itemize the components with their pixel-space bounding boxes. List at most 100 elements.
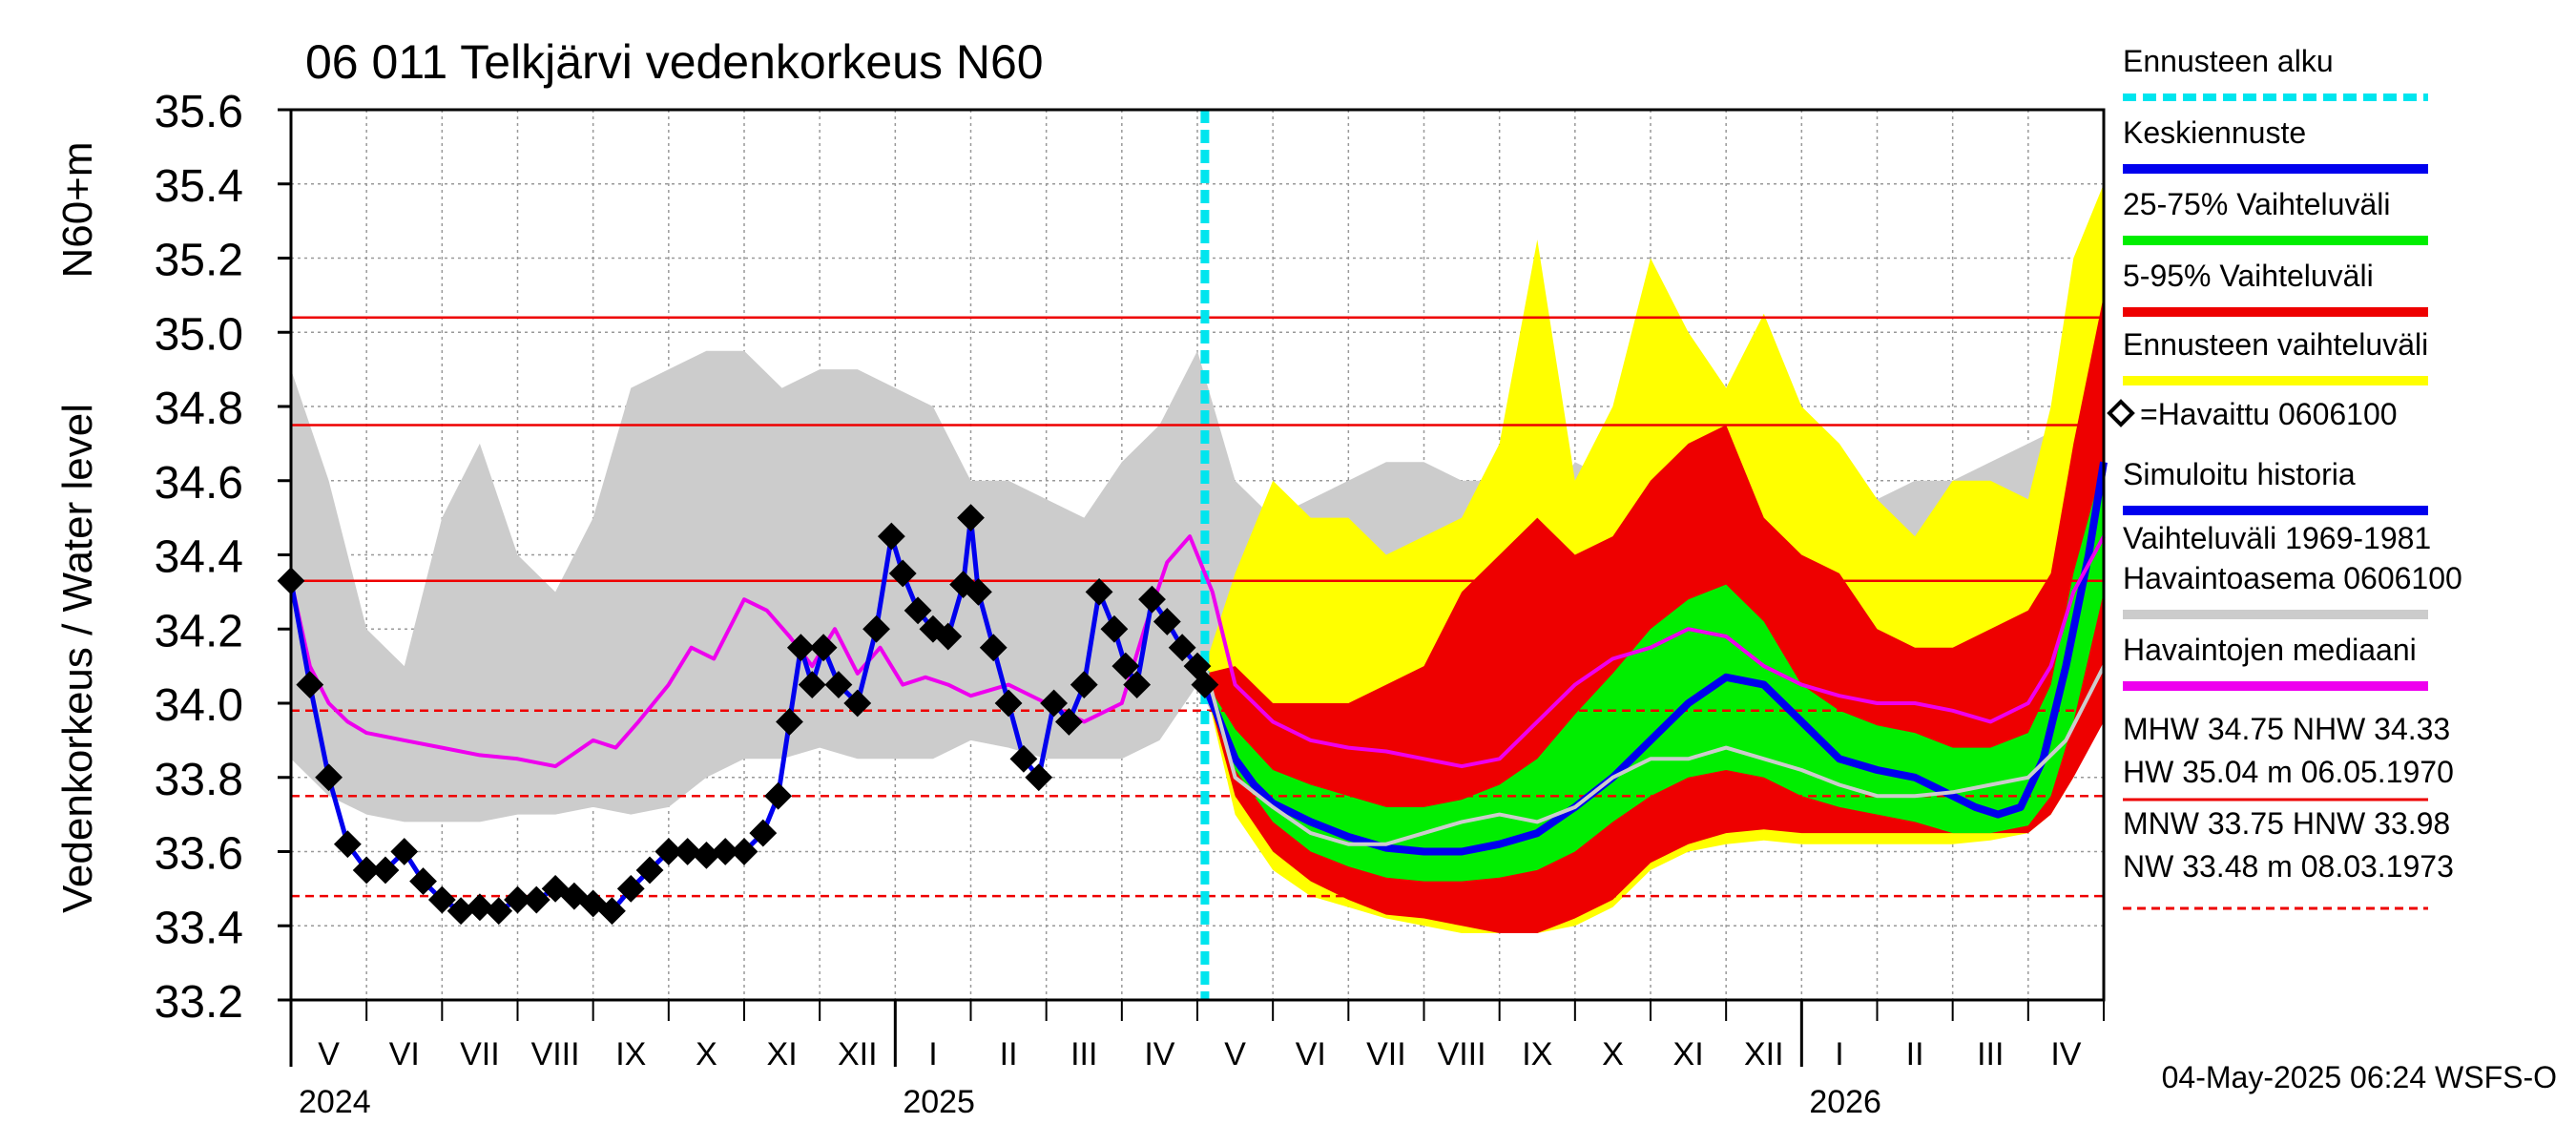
observed-point xyxy=(654,838,683,865)
observed-point xyxy=(1055,708,1083,736)
x-month-label: IV xyxy=(1144,1036,1174,1072)
y-axis-unit: N60+m xyxy=(54,141,101,278)
stats-line: HW 35.04 m 06.05.1970 xyxy=(2123,755,2454,789)
observed-point xyxy=(749,819,778,847)
x-month-label: II xyxy=(1906,1036,1924,1072)
stats-line: MNW 33.75 HNW 33.98 xyxy=(2123,806,2450,841)
y-tick-label: 34.8 xyxy=(155,384,243,434)
bands-layer xyxy=(291,183,2104,934)
y-tick-label: 34.6 xyxy=(155,458,243,509)
x-year-label: 2024 xyxy=(299,1084,371,1120)
stats-line: NW 33.48 m 08.03.1973 xyxy=(2123,849,2454,884)
observed-point xyxy=(1009,744,1038,773)
observed-point xyxy=(598,897,626,926)
observed-point xyxy=(371,856,400,885)
x-month-label: V xyxy=(318,1036,340,1072)
series-line xyxy=(289,534,2106,769)
x-month-label: III xyxy=(1977,1036,2004,1072)
observed-point xyxy=(919,614,947,643)
x-month-label: V xyxy=(1224,1036,1246,1072)
series-line xyxy=(1201,461,2108,856)
observed-point xyxy=(579,889,608,918)
y-tick-label: 35.4 xyxy=(155,161,243,212)
x-month-label: IV xyxy=(2050,1036,2081,1072)
y-tick-label: 33.6 xyxy=(155,829,243,880)
observed-point xyxy=(888,559,917,588)
legend-label: 5-95% Vaihteluväli xyxy=(2123,259,2374,293)
footer-timestamp: 04-May-2025 06:24 WSFS-O xyxy=(2162,1060,2557,1094)
y-tick-label: 34.4 xyxy=(155,532,243,583)
observed-point xyxy=(764,781,793,810)
x-month-label: XII xyxy=(838,1036,878,1072)
y-tick-label: 33.4 xyxy=(155,903,243,953)
observed-point xyxy=(315,763,343,792)
observed-point xyxy=(809,634,838,662)
observed-point xyxy=(957,504,985,532)
legend-label: =Havaittu 0606100 xyxy=(2140,397,2398,431)
y-axis-label: Vedenkorkeus / Water level xyxy=(54,404,101,913)
observed-point xyxy=(1123,671,1152,698)
x-month-label: XI xyxy=(767,1036,798,1072)
series-line xyxy=(1202,665,2106,846)
observed-point xyxy=(485,897,513,926)
x-month-label: X xyxy=(696,1036,717,1072)
x-month-label: IX xyxy=(615,1036,646,1072)
legend-label: Simuloitu historia xyxy=(2123,457,2356,491)
legend-label: Havaintoasema 0606100 xyxy=(2123,561,2462,595)
x-year-label: 2025 xyxy=(903,1084,975,1120)
x-month-label: VII xyxy=(1366,1036,1406,1072)
observed-point xyxy=(674,838,702,865)
observed-point xyxy=(1138,585,1166,614)
axes-layer: 33.2 33.4 33.6 33.8 34.0 34.2 34.4 34.6 34.8 35.0… xyxy=(155,87,2106,1120)
x-month-label: VIII xyxy=(531,1036,580,1072)
legend-marker xyxy=(2107,399,2135,427)
x-month-label: IX xyxy=(1522,1036,1552,1072)
band-area xyxy=(1204,462,2104,882)
stats-line: MHW 34.75 NHW 34.33 xyxy=(2123,712,2450,746)
observed-point xyxy=(693,841,720,869)
x-month-label: I xyxy=(1835,1036,1843,1072)
observed-point xyxy=(786,634,815,662)
observed-point xyxy=(560,882,589,910)
y-tick-label: 33.8 xyxy=(155,755,243,805)
y-tick-label: 35.2 xyxy=(155,236,243,286)
observed-point xyxy=(504,885,531,914)
legend-label: Ennusteen vaihteluväli xyxy=(2123,327,2428,362)
x-month-label: VII xyxy=(460,1036,500,1072)
observed-point xyxy=(934,622,963,651)
observed-point xyxy=(711,838,739,865)
observed-point xyxy=(1153,608,1181,635)
x-month-label: XI xyxy=(1673,1036,1704,1072)
observed-point xyxy=(541,874,570,903)
observed-point xyxy=(824,671,853,698)
observed-point xyxy=(1191,671,1219,698)
observed-point xyxy=(730,838,758,865)
observed-point xyxy=(1025,763,1053,792)
observed-point xyxy=(798,671,826,698)
reference-lines-layer xyxy=(291,110,2104,1000)
observed-point xyxy=(296,671,324,698)
x-month-label: I xyxy=(928,1036,937,1072)
y-tick-label: 33.2 xyxy=(155,977,243,1028)
observed-point xyxy=(904,596,932,625)
observed-point xyxy=(409,867,437,896)
y-tick-label: 35.0 xyxy=(155,309,243,360)
y-tick-label: 34.0 xyxy=(155,680,243,731)
series-layer xyxy=(277,461,2108,926)
observed-point xyxy=(776,708,803,736)
observed-point xyxy=(843,689,872,718)
legend-label: Vaihteluväli 1969-1981 xyxy=(2123,521,2431,555)
legend-label: Keskiennuste xyxy=(2123,115,2306,150)
observed-point xyxy=(994,689,1023,718)
x-month-label: XII xyxy=(1744,1036,1784,1072)
observed-point xyxy=(466,893,494,922)
legend-label: Havaintojen mediaani xyxy=(2123,633,2417,667)
observed-point xyxy=(352,856,381,885)
chart-title: 06 011 Telkjärvi vedenkorkeus N60 xyxy=(305,35,1044,89)
y-tick-label: 34.2 xyxy=(155,606,243,656)
legend-label: Ennusteen alku xyxy=(2123,44,2334,78)
observed-point xyxy=(1100,614,1129,643)
observed-point xyxy=(390,838,419,865)
